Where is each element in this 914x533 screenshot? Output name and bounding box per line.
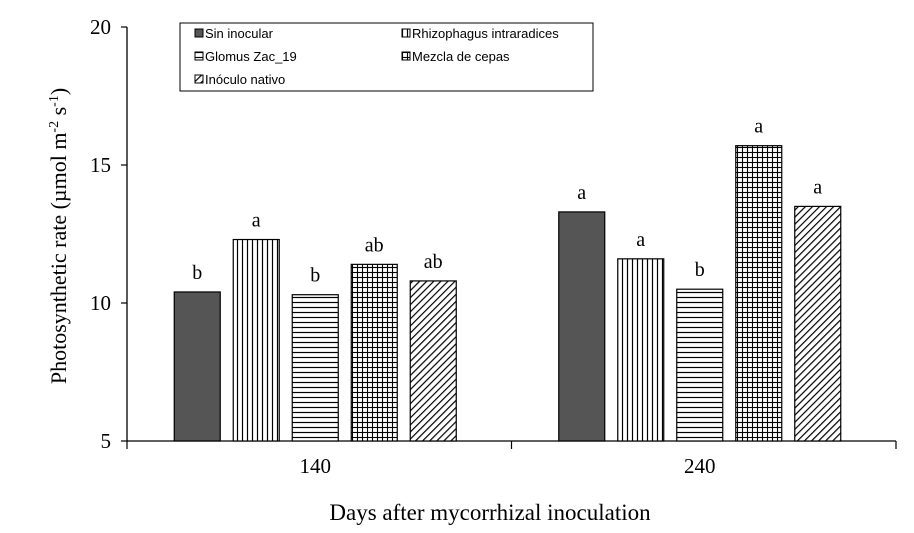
legend-swatch [194,51,204,61]
y-tick-label: 15 [90,153,111,177]
legend-frame [179,22,594,92]
significance-letter: b [192,262,202,284]
significance-letter: a [577,182,586,204]
y-axis-label-mid: s [46,107,71,121]
significance-letter: b [695,259,705,281]
legend-label: Sin inocular [205,26,274,41]
y-tick-label: 20 [90,15,111,39]
y-axis-label-end: ) [46,88,71,95]
bar [735,145,783,442]
bar [409,280,457,442]
significance-letter: a [754,116,763,138]
bar [291,294,339,442]
bar [558,211,606,442]
bar [350,263,398,442]
y-axis-label-sup1: -2 [47,121,62,133]
x-tick-label: 140 [300,454,332,478]
significance-letter: a [636,229,645,251]
legend-label: Glomus Zac_19 [205,49,297,64]
legend-swatch [194,28,204,38]
y-axis-label: Photosynthetic rate (µmol m-2 s-1) [46,88,71,384]
y-ticks: 5 10 15 20 [90,15,127,453]
legend-label: Mezcla de cepas [412,49,510,64]
bar [173,291,221,442]
significance-letter: a [252,210,261,232]
legend: Sin inocular Rhizophagus intraradices Glom… [179,22,594,92]
y-tick-label: 5 [101,429,112,453]
y-axis-label-main: Photosynthetic rate (µmol m [46,133,71,385]
significance-letter: b [310,265,320,287]
y-axis-label-sup2: -1 [47,95,62,107]
significance-letter: a [813,176,822,198]
legend-swatch [401,51,411,61]
bar [794,205,842,442]
legend-label: Inóculo nativo [205,72,285,87]
x-axis-label: Days after mycorrhizal inoculation [329,500,651,525]
significance-letter: ab [424,251,443,273]
significance-letter: ab [365,234,384,256]
legend-label: Rhizophagus intraradices [412,26,559,41]
legend-swatch [194,74,204,84]
legend-swatch [401,28,411,38]
bar [617,258,665,442]
x-tick-label: 240 [684,454,716,478]
y-tick-label: 10 [90,291,111,315]
bar [676,288,724,442]
bar [232,238,280,442]
x-ticks: 140 240 [126,441,897,478]
